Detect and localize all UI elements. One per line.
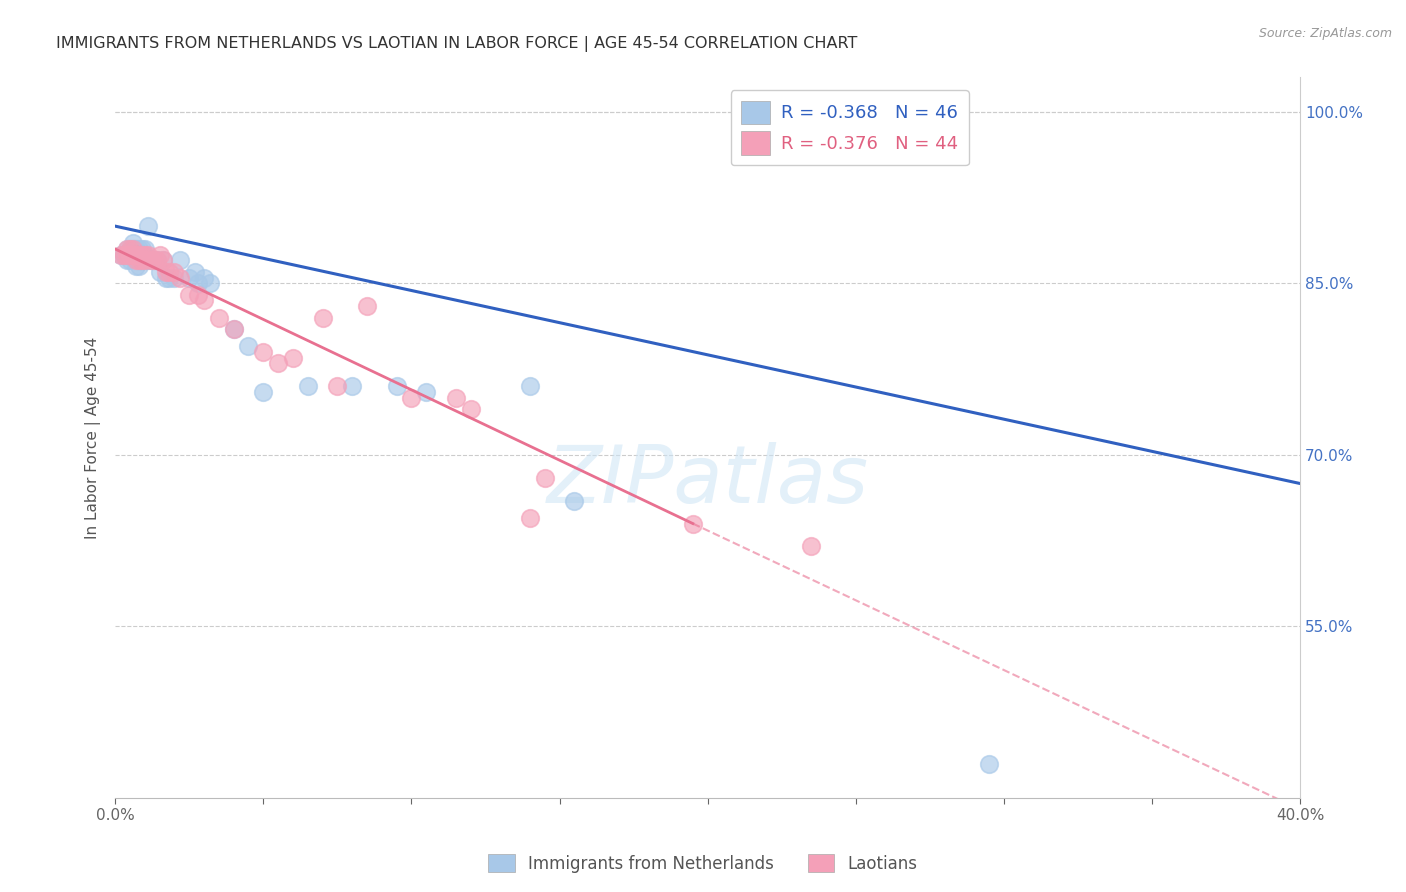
Point	[562, 493, 585, 508]
Point	[122, 242, 145, 256]
Point	[152, 253, 174, 268]
Point	[519, 511, 541, 525]
Point	[238, 339, 260, 353]
Point	[977, 756, 1000, 771]
Point	[142, 253, 165, 268]
Point	[125, 242, 148, 256]
Point	[152, 253, 174, 268]
Point	[163, 265, 186, 279]
Point	[444, 391, 467, 405]
Point	[125, 248, 148, 262]
Point	[187, 277, 209, 291]
Point	[134, 248, 156, 262]
Point	[139, 253, 162, 268]
Point	[297, 379, 319, 393]
Point	[179, 270, 201, 285]
Point	[118, 248, 141, 262]
Point	[115, 248, 138, 262]
Point	[460, 402, 482, 417]
Point	[193, 293, 215, 308]
Point	[118, 248, 141, 262]
Point	[115, 242, 138, 256]
Point	[142, 253, 165, 268]
Point	[118, 242, 141, 256]
Point	[122, 242, 145, 256]
Text: ZIPatlas: ZIPatlas	[547, 442, 869, 520]
Point	[110, 248, 132, 262]
Point	[163, 270, 186, 285]
Point	[198, 277, 221, 291]
Point	[340, 379, 363, 393]
Point	[184, 265, 207, 279]
Point	[222, 322, 245, 336]
Point	[128, 242, 150, 256]
Point	[311, 310, 333, 325]
Point	[193, 270, 215, 285]
Point	[134, 253, 156, 268]
Point	[125, 248, 148, 262]
Point	[155, 265, 177, 279]
Point	[149, 248, 172, 262]
Point	[385, 379, 408, 393]
Point	[169, 270, 191, 285]
Point	[139, 253, 162, 268]
Point	[131, 248, 153, 262]
Point	[125, 253, 148, 268]
Point	[519, 379, 541, 393]
Point	[157, 265, 180, 279]
Point	[115, 253, 138, 268]
Text: Source: ZipAtlas.com: Source: ZipAtlas.com	[1258, 27, 1392, 40]
Point	[128, 253, 150, 268]
Point	[281, 351, 304, 365]
Point	[131, 253, 153, 268]
Point	[112, 248, 135, 262]
Point	[136, 253, 159, 268]
Point	[118, 242, 141, 256]
Point	[128, 248, 150, 262]
Point	[401, 391, 423, 405]
Point	[155, 270, 177, 285]
Point	[122, 248, 145, 262]
Point	[356, 299, 378, 313]
Point	[267, 356, 290, 370]
Point	[326, 379, 349, 393]
Point	[682, 516, 704, 531]
Point	[533, 471, 555, 485]
Point	[134, 253, 156, 268]
Point	[252, 345, 274, 359]
Y-axis label: In Labor Force | Age 45-54: In Labor Force | Age 45-54	[86, 336, 101, 539]
Point	[122, 236, 145, 251]
Point	[169, 253, 191, 268]
Point	[131, 253, 153, 268]
Point	[128, 253, 150, 268]
Point	[800, 540, 823, 554]
Point	[157, 270, 180, 285]
Text: IMMIGRANTS FROM NETHERLANDS VS LAOTIAN IN LABOR FORCE | AGE 45-54 CORRELATION CH: IMMIGRANTS FROM NETHERLANDS VS LAOTIAN I…	[56, 36, 858, 52]
Point	[125, 259, 148, 273]
Point	[145, 253, 167, 268]
Point	[252, 384, 274, 399]
Point	[115, 242, 138, 256]
Point	[136, 248, 159, 262]
Point	[208, 310, 231, 325]
Point	[145, 253, 167, 268]
Point	[110, 248, 132, 262]
Point	[136, 219, 159, 234]
Point	[118, 253, 141, 268]
Point	[222, 322, 245, 336]
Legend: R = -0.368   N = 46, R = -0.376   N = 44: R = -0.368 N = 46, R = -0.376 N = 44	[731, 90, 969, 165]
Point	[112, 248, 135, 262]
Point	[128, 259, 150, 273]
Legend: Immigrants from Netherlands, Laotians: Immigrants from Netherlands, Laotians	[482, 847, 924, 880]
Point	[179, 287, 201, 301]
Point	[149, 265, 172, 279]
Point	[415, 384, 437, 399]
Point	[131, 242, 153, 256]
Point	[134, 242, 156, 256]
Point	[187, 287, 209, 301]
Point	[122, 248, 145, 262]
